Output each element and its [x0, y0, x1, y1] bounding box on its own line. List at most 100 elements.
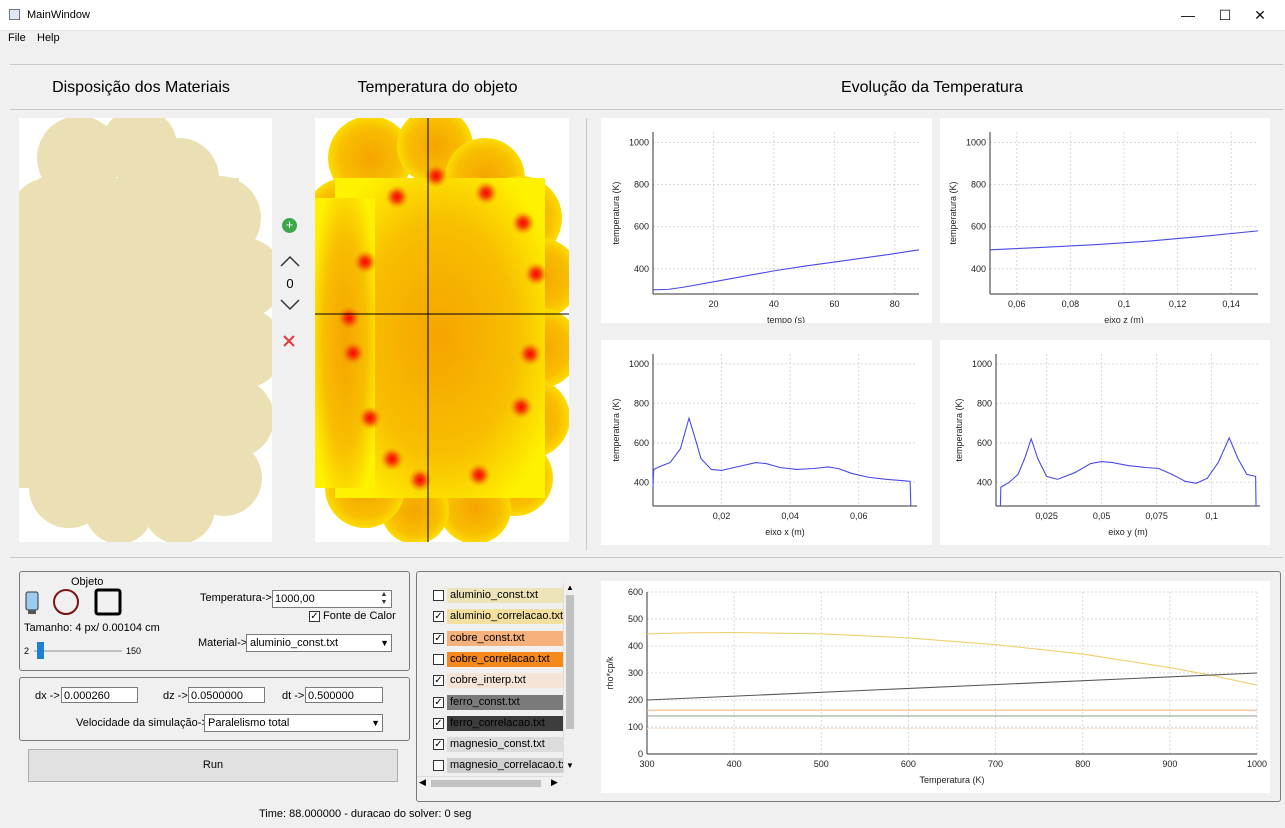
y-tick-label: 400: [971, 264, 986, 274]
add-layer-button[interactable]: +: [282, 218, 297, 233]
temperature-canvas[interactable]: [303, 108, 580, 544]
scroll-up-icon[interactable]: ▲: [566, 583, 574, 592]
object-group: Objeto Tamanho: 4 px/ 0.00104 cm 2 150 T…: [19, 571, 410, 671]
material-checkbox[interactable]: ✓: [433, 696, 444, 708]
y-tick-label: 600: [634, 222, 649, 232]
heat-source-checkbox[interactable]: ✓: [309, 611, 320, 622]
list-item[interactable]: ✓ ferro_correlacao.txt: [431, 714, 573, 734]
layer-up-icon[interactable]: [279, 254, 301, 268]
maximize-button[interactable]: ☐: [1218, 7, 1232, 23]
x-tick-label: 400: [727, 759, 742, 769]
remove-layer-icon[interactable]: [282, 334, 296, 348]
circle-shape-icon[interactable]: [52, 588, 80, 616]
scroll-right-icon[interactable]: ▶: [551, 777, 558, 787]
size-slider-handle[interactable]: [37, 642, 44, 659]
list-vscroll[interactable]: ▲ ▼: [563, 583, 577, 773]
y-tick-label: 1000: [972, 359, 992, 369]
material-checkbox[interactable]: ✓: [433, 675, 444, 687]
scroll-thumb[interactable]: [566, 595, 574, 729]
speed-select[interactable]: Paralelismo total ▼: [204, 714, 383, 732]
material-label: cobre_correlacao.txt: [447, 651, 573, 667]
scroll-left-icon[interactable]: ◀: [419, 777, 426, 787]
window-title: MainWindow: [27, 9, 90, 21]
material-checkbox[interactable]: ✓: [433, 717, 444, 729]
menu-bar: File Help: [0, 30, 1285, 48]
temperature-input[interactable]: 1000,00: [272, 590, 392, 608]
y-tick-label: 800: [634, 398, 649, 408]
chart-eixo-x: 0,02 0,04 0,06 400 600 800 1000 eixo x (m) tempe…: [601, 340, 932, 545]
layer-down-icon[interactable]: [279, 298, 301, 312]
x-axis-label: eixo z (m): [1104, 315, 1144, 323]
y-tick-label: 600: [634, 438, 649, 448]
layer-value: 0: [286, 276, 294, 291]
series-line: [646, 672, 1258, 701]
dx-input[interactable]: 0.000260: [61, 687, 138, 703]
app-icon: [9, 9, 20, 20]
y-axis-label: temperatura (K): [611, 181, 621, 244]
list-item[interactable]: cobre_correlacao.txt: [431, 650, 573, 670]
material-checkbox[interactable]: [433, 760, 444, 772]
series-line: [989, 230, 1259, 251]
menu-help[interactable]: Help: [37, 32, 60, 44]
list-item[interactable]: aluminio_const.txt: [431, 586, 573, 606]
cylinder-icon[interactable]: [24, 588, 40, 616]
y-tick-label: 400: [977, 477, 992, 487]
y-axis-label: temperatura (K): [611, 398, 621, 461]
scroll-down-icon[interactable]: ▼: [566, 761, 574, 770]
material-select[interactable]: aluminio_const.txt ▼: [246, 634, 392, 652]
list-hscroll[interactable]: ◀ ▶: [417, 776, 563, 790]
y-tick-label: 300: [628, 668, 643, 678]
list-item[interactable]: magnesio_correlacao.txt: [431, 756, 573, 776]
minimize-button[interactable]: —: [1181, 7, 1195, 23]
x-tick-label: 40: [769, 299, 779, 309]
chart-tempo: 20 40 60 80 400 600 800 1000 tempo (s) temperatur…: [601, 118, 932, 325]
slider-max: 150: [126, 646, 142, 656]
chart-properties-svg: 300 400 500 600 700 800 900 1000 0 100 200 300 400 50…: [605, 587, 1267, 785]
material-checkbox[interactable]: ✓: [433, 611, 444, 623]
material-checkbox[interactable]: [433, 590, 444, 601]
material-label: magnesio_const.txt: [447, 737, 573, 753]
material-label: ferro_correlacao.txt: [447, 715, 573, 731]
evolution-title: Evolução da Temperatura: [840, 79, 1024, 96]
y-tick-label: 600: [971, 222, 986, 232]
list-item[interactable]: ✓ ferro_const.txt: [431, 693, 573, 713]
x-tick-label: 500: [814, 759, 829, 769]
square-shape-icon[interactable]: [94, 588, 122, 616]
chart-eixo-y: 0,025 0,05 0,075 0,1 400 600 800 1000 eixo y (m)…: [940, 340, 1270, 545]
list-item[interactable]: ✓ magnesio_const.txt: [431, 735, 573, 755]
list-item[interactable]: ✓ cobre_interp.txt: [431, 671, 573, 691]
list-item[interactable]: ✓ aluminio_correlacao.txt: [431, 607, 573, 627]
y-tick-label: 500: [628, 614, 643, 624]
series-line: [999, 436, 1257, 507]
x-tick-label: 60: [829, 299, 839, 309]
materials-list[interactable]: aluminio_const.txt ✓ aluminio_correlacao.t…: [417, 583, 577, 791]
run-button[interactable]: Run: [28, 749, 398, 782]
dx-label: dx ->: [35, 690, 60, 702]
top-separator: [10, 64, 1283, 65]
close-button[interactable]: ✕: [1254, 7, 1266, 23]
dt-input[interactable]: 0.500000: [305, 687, 383, 703]
size-slider-track[interactable]: [34, 650, 122, 652]
x-tick-label: 900: [1162, 759, 1177, 769]
speed-label: Velocidade da simulação->: [76, 717, 208, 729]
temperature-spin[interactable]: ▲ ▼: [380, 591, 388, 606]
chart-eixo-y-svg: 0,025 0,05 0,075 0,1 400 600 800 1000 eixo y (m)…: [954, 354, 1260, 537]
y-tick-label: 400: [628, 641, 643, 651]
x-tick-label: 600: [901, 759, 916, 769]
dt-label: dt ->: [282, 690, 305, 702]
hscroll-thumb[interactable]: [431, 780, 541, 787]
series-line: [646, 631, 1258, 686]
material-checkbox[interactable]: [433, 653, 444, 665]
material-label: cobre_const.txt: [447, 630, 573, 646]
y-tick-label: 800: [977, 398, 992, 408]
material-checkbox[interactable]: ✓: [433, 632, 444, 644]
y-tick-label: 600: [977, 438, 992, 448]
material-label: ferro_const.txt: [447, 694, 573, 710]
menu-file[interactable]: File: [8, 32, 26, 44]
list-item[interactable]: ✓ cobre_const.txt: [431, 629, 573, 649]
object-group-title: Objeto: [71, 576, 104, 588]
dz-input[interactable]: 0.0500000: [188, 687, 265, 703]
materials-canvas[interactable]: [7, 108, 284, 544]
material-checkbox[interactable]: ✓: [433, 739, 444, 751]
y-tick-label: 1000: [629, 359, 649, 369]
